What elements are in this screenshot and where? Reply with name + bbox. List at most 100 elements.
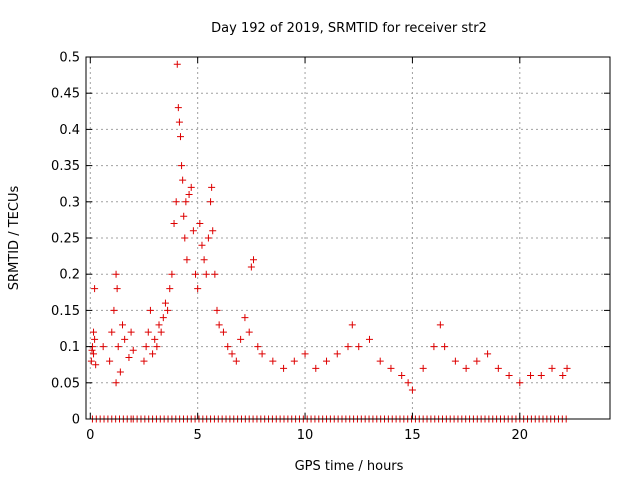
data-point	[155, 321, 163, 329]
y-tick-label: 0.25	[51, 232, 80, 247]
data-point	[99, 343, 107, 351]
x-tick-label: 0	[86, 428, 94, 443]
x-tick-label: 20	[512, 428, 529, 443]
data-point	[173, 60, 181, 68]
data-point	[146, 306, 154, 314]
data-point	[344, 343, 352, 351]
data-point	[462, 364, 470, 372]
data-point	[254, 343, 262, 351]
y-axis-label: SRMTID / TECUs	[7, 186, 22, 291]
data-point	[179, 176, 187, 184]
data-point	[365, 335, 373, 343]
data-point	[185, 191, 193, 199]
data-point	[113, 285, 121, 293]
data-point	[88, 346, 96, 354]
data-point	[175, 118, 183, 126]
data-point	[176, 133, 184, 141]
data-point	[157, 328, 165, 336]
data-point	[140, 357, 148, 365]
y-tick-label: 0.5	[59, 51, 80, 66]
data-point	[269, 357, 277, 365]
data-point	[213, 306, 221, 314]
data-point	[209, 227, 217, 235]
data-point	[108, 328, 116, 336]
data-point	[161, 299, 169, 307]
data-point	[516, 379, 524, 387]
data-point	[106, 357, 114, 365]
y-tick-label: 0.05	[51, 376, 80, 391]
data-points	[87, 60, 571, 394]
data-point	[178, 162, 186, 170]
data-point	[224, 343, 232, 351]
data-point	[398, 372, 406, 380]
data-point	[473, 357, 481, 365]
data-point	[376, 357, 384, 365]
data-point	[181, 234, 189, 242]
data-point	[333, 350, 341, 358]
data-point	[312, 364, 320, 372]
data-point	[125, 353, 133, 361]
y-tick-label: 0	[72, 413, 80, 428]
data-point	[219, 328, 227, 336]
data-point	[484, 350, 492, 358]
data-point	[90, 350, 98, 358]
data-point	[110, 306, 118, 314]
data-point	[91, 285, 99, 293]
data-point	[200, 256, 208, 264]
data-point	[211, 270, 219, 278]
data-point	[194, 285, 202, 293]
data-point	[237, 335, 245, 343]
y-tick-label: 0.3	[59, 195, 80, 210]
data-point	[537, 372, 545, 380]
data-point	[87, 357, 95, 365]
data-point	[228, 350, 236, 358]
data-point	[247, 263, 255, 271]
data-point	[430, 343, 438, 351]
data-point	[290, 357, 298, 365]
data-point	[419, 364, 427, 372]
data-point	[172, 198, 180, 206]
data-point	[112, 270, 120, 278]
data-point	[548, 364, 556, 372]
data-point	[441, 343, 449, 351]
data-point	[494, 364, 502, 372]
data-point	[121, 335, 129, 343]
data-point	[408, 386, 416, 394]
data-point	[527, 372, 535, 380]
data-point	[159, 314, 167, 322]
data-point	[204, 234, 212, 242]
data-point	[559, 372, 567, 380]
data-point	[232, 357, 240, 365]
data-point	[119, 321, 127, 329]
data-point	[208, 183, 216, 191]
data-point	[127, 328, 135, 336]
data-point	[142, 343, 150, 351]
data-point	[90, 328, 98, 336]
data-point	[91, 335, 99, 343]
data-point	[245, 328, 253, 336]
data-point	[166, 285, 174, 293]
data-point	[563, 364, 571, 372]
data-point	[189, 227, 197, 235]
data-point	[355, 343, 363, 351]
data-point	[404, 379, 412, 387]
y-tick-label: 0.45	[51, 87, 80, 102]
data-point	[112, 379, 120, 387]
x-tick-label: 5	[194, 428, 202, 443]
y-tick-label: 0.4	[59, 123, 80, 138]
data-point	[149, 350, 157, 358]
y-axis-ticks: 0 0.05 0.1 0.15 0.2 0.25 0.3 0.35 0.4 0.45 0.5	[51, 51, 610, 428]
data-point	[129, 346, 137, 354]
data-point	[92, 361, 100, 369]
data-point	[250, 256, 258, 264]
data-point	[436, 321, 444, 329]
y-tick-label: 0.1	[59, 340, 80, 355]
data-point	[116, 368, 124, 376]
data-point	[180, 212, 188, 220]
data-point	[183, 256, 191, 264]
data-point	[280, 364, 288, 372]
data-point	[153, 343, 161, 351]
data-point	[196, 220, 204, 228]
data-point	[187, 183, 195, 191]
